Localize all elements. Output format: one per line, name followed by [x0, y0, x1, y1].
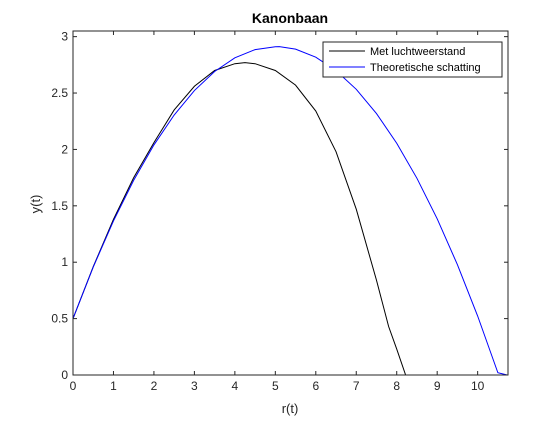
- x-tick-label: 1: [110, 379, 117, 393]
- chart-title: Kanonbaan: [252, 10, 328, 26]
- legend: Met luchtweerstand Theoretische schatting: [322, 41, 503, 78]
- x-tick-label: 0: [70, 379, 77, 393]
- y-tick-label: 2: [61, 142, 68, 156]
- y-axis-label: y(t): [28, 195, 43, 214]
- x-tick-label: 7: [353, 379, 360, 393]
- x-tick-label: 6: [312, 379, 319, 393]
- legend-label-1: Met luchtweerstand: [370, 46, 465, 58]
- x-axis-label: r(t): [282, 401, 299, 416]
- x-tick-label: 8: [393, 379, 400, 393]
- legend-label-2: Theoretische schatting: [370, 62, 481, 74]
- y-tick-label: 1: [61, 255, 68, 269]
- y-tick-label: 0: [61, 368, 68, 382]
- series-line-1: [73, 62, 407, 375]
- plot-background: [73, 31, 508, 375]
- y-tick-label: 1.5: [51, 199, 68, 213]
- y-tick-label: 2.5: [51, 86, 68, 100]
- plot-area: [73, 31, 508, 375]
- legend-box: [322, 41, 503, 78]
- x-tick-label: 9: [434, 379, 441, 393]
- y-tick-label: 0.5: [51, 312, 68, 326]
- x-tick-label: 10: [471, 379, 485, 393]
- y-tick-label: 3: [61, 30, 68, 44]
- x-tick-label: 2: [151, 379, 158, 393]
- x-tick-label: 5: [272, 379, 279, 393]
- axes-box: [72, 30, 509, 376]
- x-tick-label: 3: [191, 379, 198, 393]
- axes: 0 1 2 3 4 5 6 7 8 9 10 0 0.5 1 1.5 2 2.5 3: [51, 30, 509, 393]
- x-tick-label: 4: [232, 379, 239, 393]
- series-line-2: [73, 46, 508, 375]
